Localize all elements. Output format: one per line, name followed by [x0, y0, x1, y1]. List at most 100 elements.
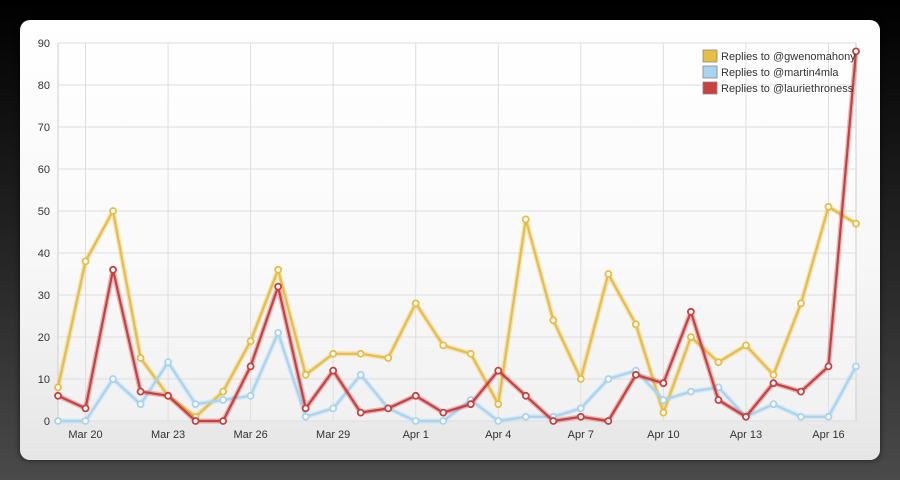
data-point[interactable] — [604, 270, 613, 278]
data-point[interactable] — [329, 404, 338, 413]
data-point[interactable] — [384, 354, 393, 362]
data-point[interactable] — [411, 417, 420, 425]
data-point[interactable] — [356, 370, 365, 379]
data-point[interactable] — [301, 404, 310, 413]
data-point[interactable] — [576, 404, 585, 413]
series-line — [56, 205, 857, 418]
data-point[interactable] — [246, 391, 255, 400]
data-point[interactable] — [81, 257, 90, 266]
data-point[interactable] — [274, 265, 283, 274]
data-point[interactable] — [769, 400, 778, 409]
data-point[interactable] — [604, 375, 613, 383]
data-point[interactable] — [852, 47, 860, 56]
data-point[interactable] — [686, 307, 695, 316]
data-point[interactable] — [494, 366, 503, 375]
data-point[interactable] — [576, 375, 585, 383]
data-point[interactable] — [769, 379, 778, 388]
data-point[interactable] — [109, 375, 117, 383]
series-group — [54, 47, 860, 425]
data-point[interactable] — [549, 417, 558, 425]
data-point[interactable] — [136, 400, 145, 409]
data-point[interactable] — [797, 387, 805, 396]
data-point[interactable] — [714, 396, 723, 404]
data-point[interactable] — [274, 282, 283, 291]
data-point[interactable] — [164, 391, 172, 400]
data-point[interactable] — [54, 383, 62, 392]
data-point[interactable] — [714, 358, 723, 367]
data-point[interactable] — [521, 412, 530, 421]
x-tick-label: Mar 23 — [151, 429, 185, 441]
data-point[interactable] — [191, 417, 200, 425]
data-point[interactable] — [329, 366, 338, 375]
data-point[interactable] — [852, 219, 860, 228]
x-tick-label: Apr 4 — [485, 429, 511, 441]
data-point[interactable] — [769, 370, 778, 379]
data-point[interactable] — [686, 387, 695, 396]
data-point[interactable] — [81, 404, 90, 413]
data-point[interactable] — [631, 370, 640, 379]
x-tick-label: Apr 16 — [812, 429, 844, 441]
data-point[interactable] — [219, 417, 228, 425]
legend-item[interactable]: Replies to @lauriethroness — [702, 81, 854, 95]
data-point[interactable] — [494, 400, 503, 409]
data-point[interactable] — [301, 412, 310, 421]
data-point[interactable] — [576, 412, 585, 421]
legend-label: Replies to @lauriethroness — [721, 83, 854, 95]
legend-item[interactable]: Replies to @gwenomahony — [702, 49, 856, 63]
data-point[interactable] — [797, 412, 805, 421]
data-point[interactable] — [686, 333, 695, 341]
data-point[interactable] — [439, 408, 448, 417]
data-point[interactable] — [659, 379, 668, 388]
data-point[interactable] — [411, 391, 420, 400]
data-point[interactable] — [466, 349, 475, 358]
data-point[interactable] — [136, 354, 145, 362]
data-point[interactable] — [274, 328, 283, 337]
data-point[interactable] — [191, 400, 200, 409]
data-point[interactable] — [384, 404, 393, 413]
data-point[interactable] — [164, 358, 172, 367]
data-point[interactable] — [356, 349, 365, 358]
data-point[interactable] — [219, 387, 228, 396]
legend-item[interactable]: Replies to @martin4mla — [702, 65, 839, 79]
data-point[interactable] — [301, 370, 310, 379]
data-point[interactable] — [852, 362, 860, 371]
data-point[interactable] — [329, 349, 338, 358]
data-point[interactable] — [824, 202, 833, 211]
data-point[interactable] — [521, 391, 530, 400]
data-point[interactable] — [54, 391, 62, 400]
y-tick-label: 10 — [38, 374, 50, 386]
data-point[interactable] — [824, 362, 833, 371]
data-point[interactable] — [219, 396, 228, 404]
data-point[interactable] — [742, 341, 750, 350]
legend-swatch — [702, 49, 718, 63]
data-point[interactable] — [631, 320, 640, 329]
data-point[interactable] — [797, 299, 805, 308]
data-point[interactable] — [136, 387, 145, 396]
data-point[interactable] — [81, 417, 90, 425]
data-point[interactable] — [411, 299, 420, 308]
x-tick-label: Mar 20 — [68, 429, 102, 441]
y-tick-label: 90 — [38, 38, 50, 50]
data-point[interactable] — [659, 408, 668, 417]
data-point[interactable] — [356, 408, 365, 417]
data-point[interactable] — [549, 316, 558, 325]
data-point[interactable] — [494, 417, 503, 425]
data-point[interactable] — [246, 362, 255, 371]
data-point[interactable] — [604, 417, 613, 425]
series-2 — [54, 47, 860, 425]
data-point[interactable] — [439, 341, 448, 350]
y-tick-label: 20 — [38, 332, 50, 344]
y-tick-label: 70 — [38, 122, 50, 134]
data-point[interactable] — [439, 417, 448, 425]
data-point[interactable] — [54, 417, 62, 425]
data-point[interactable] — [824, 412, 833, 421]
series-0 — [54, 202, 860, 421]
data-point[interactable] — [742, 412, 750, 421]
data-point[interactable] — [466, 400, 475, 409]
data-point[interactable] — [109, 265, 117, 274]
data-point[interactable] — [659, 396, 668, 404]
data-point[interactable] — [109, 207, 117, 215]
data-point[interactable] — [246, 337, 255, 346]
data-point[interactable] — [521, 215, 530, 224]
